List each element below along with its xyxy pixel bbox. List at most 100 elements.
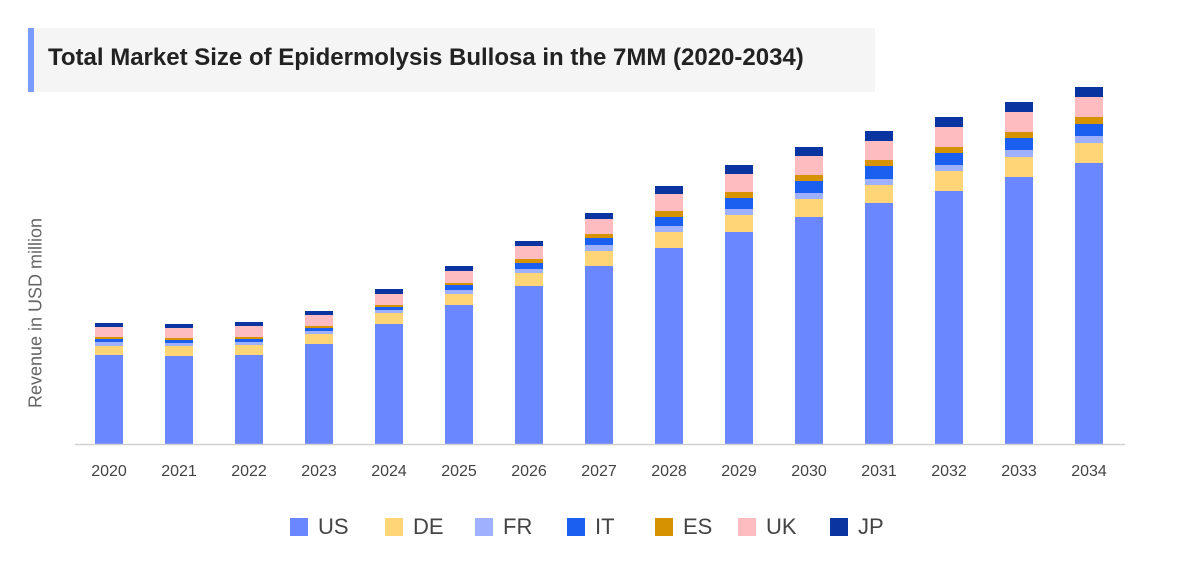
- bar-segment-us-2028: [655, 248, 683, 444]
- bar-segment-uk-2025: [445, 271, 473, 283]
- bar-segment-de-2023: [305, 334, 333, 344]
- bar-segment-es-2033: [1005, 132, 1033, 138]
- bar-segment-us-2022: [235, 355, 263, 444]
- bar-segment-us-2027: [585, 266, 613, 444]
- bar-segment-es-2021: [165, 338, 193, 340]
- bar-segment-uk-2031: [865, 141, 893, 160]
- bar-segment-es-2026: [515, 259, 543, 263]
- legend-item-us: US: [290, 514, 349, 540]
- bar-segment-es-2022: [235, 337, 263, 339]
- bar-segment-uk-2027: [585, 219, 613, 234]
- x-tick-label: 2032: [931, 463, 967, 480]
- chart-title: Total Market Size of Epidermolysis Bullo…: [48, 44, 804, 71]
- bar-segment-uk-2024: [375, 294, 403, 305]
- bar-segment-fr-2022: [235, 342, 263, 345]
- legend-swatch: [567, 518, 585, 536]
- bar-segment-de-2033: [1005, 157, 1033, 177]
- legend-item-de: DE: [385, 514, 444, 540]
- bar-segment-uk-2034: [1075, 97, 1103, 117]
- legend-item-fr: FR: [475, 514, 532, 540]
- bar-segment-es-2020: [95, 337, 123, 339]
- bar-segment-it-2021: [165, 340, 193, 343]
- bar-segment-de-2026: [515, 273, 543, 286]
- legend-label: US: [318, 514, 349, 539]
- bar-segment-it-2033: [1005, 138, 1033, 150]
- x-tick-label: 2030: [791, 463, 827, 480]
- bar-segment-us-2034: [1075, 163, 1103, 444]
- bar-segment-it-2023: [305, 328, 333, 331]
- bar-segment-de-2020: [95, 346, 123, 355]
- bar-segment-de-2030: [795, 199, 823, 217]
- bar-segment-uk-2020: [95, 327, 123, 337]
- bar-segment-es-2028: [655, 211, 683, 217]
- bar-segment-de-2027: [585, 251, 613, 266]
- bar-segment-de-2025: [445, 294, 473, 305]
- bar-segment-jp-2022: [235, 322, 263, 326]
- bar-segment-it-2020: [95, 339, 123, 342]
- bar-segment-jp-2023: [305, 311, 333, 315]
- bar-segment-it-2026: [515, 263, 543, 269]
- legend-item-uk: UK: [738, 514, 797, 540]
- legend: US DE FR IT ES UK JP: [0, 514, 1201, 544]
- legend-label: JP: [858, 514, 884, 539]
- bar-segment-de-2032: [935, 171, 963, 191]
- bar-segment-it-2034: [1075, 124, 1103, 136]
- x-tick-label: 2033: [1001, 463, 1037, 480]
- bar-segment-fr-2021: [165, 343, 193, 346]
- bar-segment-jp-2026: [515, 241, 543, 246]
- bar-segment-uk-2028: [655, 194, 683, 211]
- bar-segment-fr-2020: [95, 342, 123, 346]
- bar-segment-de-2021: [165, 346, 193, 356]
- bar-segment-fr-2027: [585, 245, 613, 251]
- bar-segment-it-2031: [865, 166, 893, 179]
- bar-segment-it-2029: [725, 198, 753, 209]
- title-box: [28, 28, 875, 92]
- x-tick-label: 2026: [511, 463, 547, 480]
- bar-segment-it-2027: [585, 238, 613, 245]
- bar-segment-uk-2023: [305, 315, 333, 326]
- legend-item-jp: JP: [830, 514, 884, 540]
- bar-segment-it-2022: [235, 339, 263, 342]
- bar-segment-es-2032: [935, 147, 963, 153]
- bar-segment-es-2024: [375, 305, 403, 307]
- bar-segment-jp-2025: [445, 266, 473, 271]
- bar-segment-es-2027: [585, 234, 613, 238]
- bar-segment-us-2023: [305, 344, 333, 444]
- bar-segment-fr-2026: [515, 269, 543, 273]
- bar-segment-jp-2027: [585, 213, 613, 219]
- legend-swatch: [655, 518, 673, 536]
- bar-segment-fr-2025: [445, 290, 473, 294]
- bar-segment-jp-2024: [375, 289, 403, 294]
- legend-swatch: [830, 518, 848, 536]
- bar-segment-es-2034: [1075, 117, 1103, 124]
- bar-segment-us-2029: [725, 232, 753, 444]
- legend-label: UK: [766, 514, 797, 539]
- bar-segment-us-2033: [1005, 177, 1033, 444]
- x-tick-label: 2031: [861, 463, 897, 480]
- legend-label: IT: [595, 514, 615, 539]
- legend-swatch: [475, 518, 493, 536]
- bar-segment-es-2031: [865, 160, 893, 166]
- bar-segment-fr-2024: [375, 310, 403, 313]
- legend-item-it: IT: [567, 514, 615, 540]
- x-tick-label: 2024: [371, 463, 407, 480]
- bar-segment-es-2023: [305, 326, 333, 328]
- bar-segment-us-2031: [865, 203, 893, 444]
- bar-segment-it-2024: [375, 307, 403, 310]
- bar-segment-jp-2028: [655, 186, 683, 194]
- bar-segment-fr-2033: [1005, 150, 1033, 157]
- bar-segment-it-2030: [795, 181, 823, 193]
- bar-segment-jp-2031: [865, 131, 893, 141]
- bar-segment-de-2028: [655, 232, 683, 248]
- bar-segment-us-2020: [95, 355, 123, 444]
- bar-segment-fr-2028: [655, 226, 683, 232]
- bar-segment-jp-2021: [165, 324, 193, 328]
- bar-segment-es-2025: [445, 283, 473, 285]
- bar-segment-fr-2032: [935, 165, 963, 171]
- bar-segment-fr-2029: [725, 209, 753, 215]
- bar-segment-jp-2032: [935, 117, 963, 127]
- bar-segment-de-2034: [1075, 143, 1103, 163]
- legend-label: ES: [683, 514, 713, 539]
- bar-segment-es-2030: [795, 175, 823, 181]
